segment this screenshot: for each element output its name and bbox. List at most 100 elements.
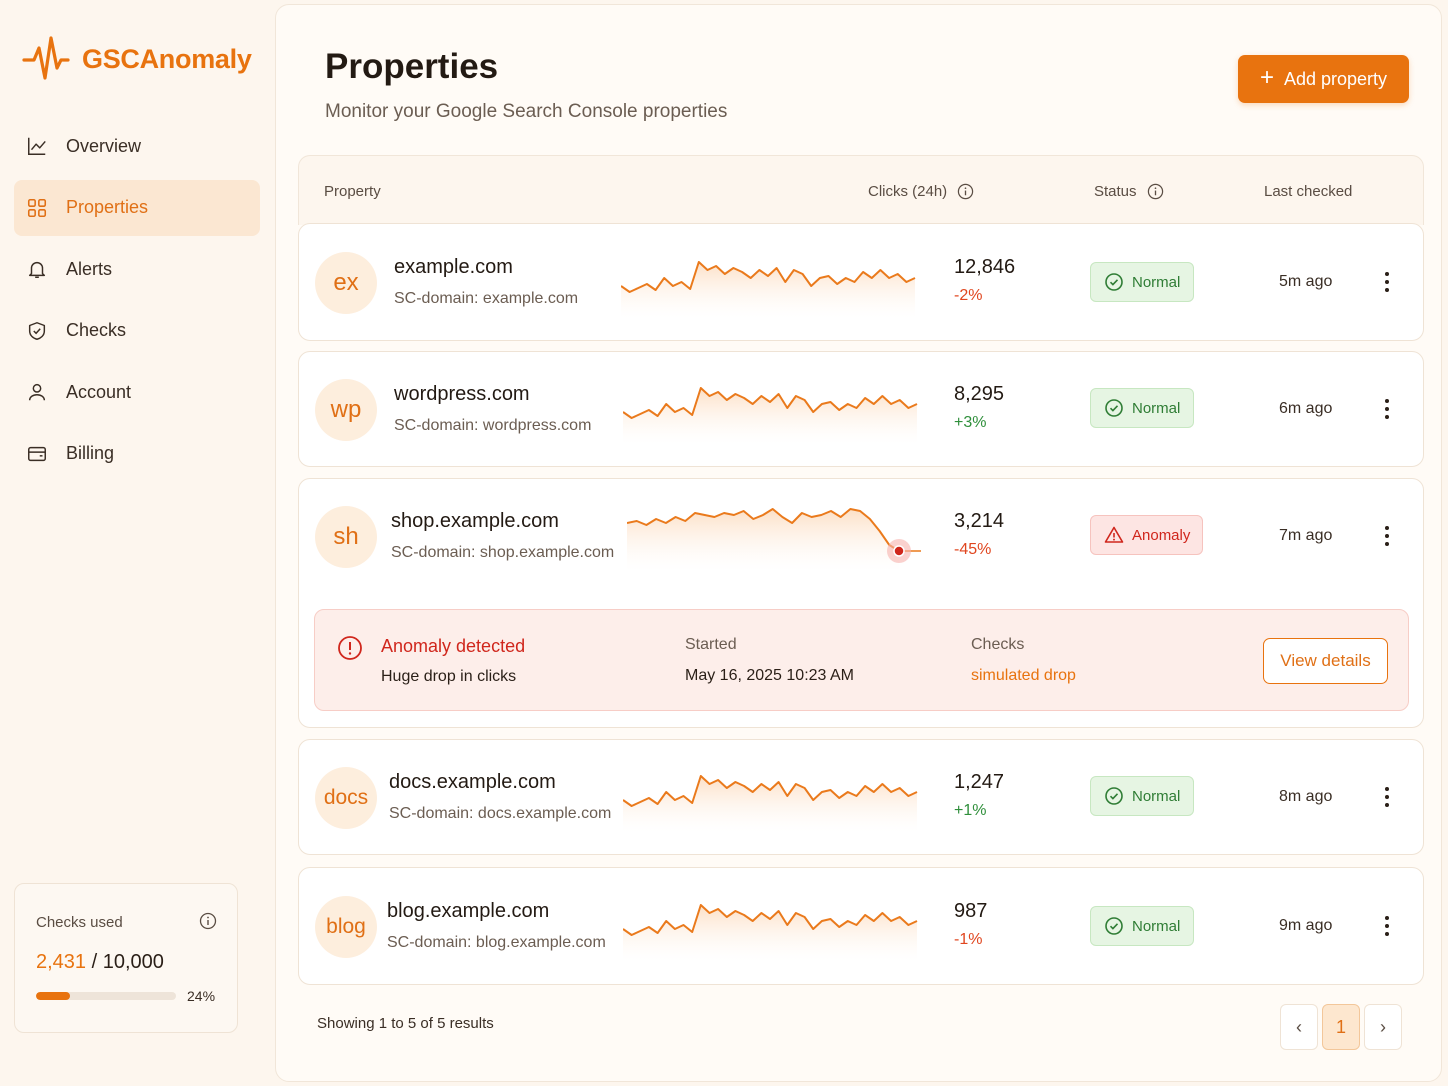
- anomaly-alert-panel: Anomaly detected Huge drop in clicks Sta…: [314, 609, 1409, 711]
- chevron-left-icon[interactable]: ‹: [1280, 1004, 1318, 1050]
- column-label: Property: [324, 183, 381, 200]
- sparkline-area: [621, 262, 915, 318]
- sparkline-line: [621, 261, 916, 293]
- main-panel: Properties Monitor your Google Search Co…: [275, 4, 1442, 1082]
- property-domain: SC-domain: docs.example.com: [389, 805, 612, 822]
- checks-usage-card: Checks used 2,431 / 10,000 24%: [14, 883, 238, 1033]
- check-circle-icon: [1105, 787, 1123, 805]
- clicks-value: 987: [954, 900, 988, 922]
- property-name[interactable]: blog.example.com: [387, 900, 550, 922]
- view-details-button[interactable]: View details: [1263, 638, 1388, 684]
- status-badge: Anomaly: [1090, 515, 1203, 555]
- page-subtitle: Monitor your Google Search Console prope…: [325, 101, 728, 122]
- started-label: Started: [685, 636, 737, 653]
- page-button-current[interactable]: 1: [1322, 1004, 1360, 1050]
- info-icon[interactable]: [199, 912, 217, 930]
- pagination: ‹ 1 ›: [1280, 1004, 1402, 1050]
- add-property-label: Add property: [1283, 68, 1388, 89]
- more-options-icon[interactable]: [1379, 397, 1395, 421]
- sparkline-area: [623, 776, 917, 832]
- app-name: GSCAnomaly: [82, 43, 252, 74]
- column-header-property: Property: [324, 183, 381, 200]
- avatar: sh: [315, 506, 377, 568]
- sidebar-item-checks[interactable]: Checks: [14, 303, 260, 359]
- usage-title: Checks used: [36, 914, 123, 931]
- usage-percent: 24%: [187, 988, 216, 1004]
- sparkline-line: [623, 775, 918, 807]
- sparkline-line: [623, 904, 918, 936]
- sparkline-line: [623, 387, 918, 419]
- sidebar-item-properties[interactable]: Properties: [14, 179, 260, 236]
- last-checked: 5m ago: [1279, 273, 1333, 290]
- sidebar-item-label: Properties: [66, 197, 149, 217]
- status-label: Normal: [1132, 399, 1181, 417]
- property-domain: SC-domain: blog.example.com: [387, 934, 606, 951]
- status-label: Anomaly: [1132, 526, 1191, 544]
- warning-triangle-icon: [1104, 526, 1124, 543]
- checks-value-link[interactable]: simulated drop: [971, 667, 1076, 684]
- column-header-status: Status: [1094, 183, 1164, 200]
- bell-icon: [28, 261, 46, 278]
- property-name[interactable]: example.com: [394, 256, 513, 278]
- table-row-expanded[interactable]: sh shop.example.com SC-domain: shop.exam…: [298, 478, 1424, 728]
- checks-label: Checks: [971, 636, 1025, 653]
- anomaly-title: Anomaly detected: [381, 636, 526, 656]
- last-checked: 7m ago: [1279, 527, 1333, 544]
- info-icon[interactable]: [1147, 183, 1164, 200]
- clicks-delta: -2%: [954, 287, 983, 304]
- status-badge: Normal: [1090, 262, 1194, 302]
- sidebar-item-account[interactable]: Account: [14, 364, 260, 420]
- add-property-button[interactable]: + Add property: [1238, 55, 1409, 103]
- property-name[interactable]: docs.example.com: [389, 771, 556, 793]
- property-name[interactable]: wordpress.com: [394, 383, 530, 405]
- table-row[interactable]: wp wordpress.com SC-domain: wordpress.co…: [298, 351, 1424, 467]
- status-badge: Normal: [1090, 776, 1194, 816]
- chart-line-icon: [28, 137, 46, 155]
- check-circle-icon: [1105, 273, 1123, 291]
- avatar: wp: [315, 379, 377, 441]
- sparkline: [621, 261, 916, 318]
- sidebar-item-overview[interactable]: Overview: [14, 118, 260, 174]
- table-row[interactable]: docs docs.example.com SC-domain: docs.ex…: [298, 739, 1424, 855]
- more-options-icon[interactable]: [1379, 914, 1395, 938]
- table-row[interactable]: blog blog.example.com SC-domain: blog.ex…: [298, 867, 1424, 985]
- last-checked: 9m ago: [1279, 917, 1333, 934]
- results-summary: Showing 1 to 5 of 5 results: [317, 1015, 494, 1032]
- page-title: Properties: [325, 47, 499, 86]
- more-options-icon[interactable]: [1379, 785, 1395, 809]
- chevron-right-icon[interactable]: ›: [1364, 1004, 1402, 1050]
- status-badge: Normal: [1090, 906, 1194, 946]
- started-value: May 16, 2025 10:23 AM: [685, 667, 854, 684]
- sidebar: GSCAnomaly Overview Properties Alerts Ch…: [0, 0, 275, 1086]
- anomaly-point: [893, 545, 905, 557]
- logo[interactable]: GSCAnomaly: [22, 34, 252, 84]
- avatar: docs: [315, 767, 377, 829]
- sidebar-item-alerts[interactable]: Alerts: [14, 241, 260, 297]
- clicks-value: 1,247: [954, 771, 1005, 793]
- wallet-icon: [28, 446, 46, 461]
- sidebar-item-billing[interactable]: Billing: [14, 426, 260, 482]
- check-circle-icon: [1105, 917, 1123, 935]
- usage-total: / 10,000: [86, 951, 164, 973]
- more-options-icon[interactable]: [1379, 524, 1395, 548]
- avatar: blog: [315, 896, 377, 958]
- sparkline: [623, 387, 918, 444]
- info-icon[interactable]: [957, 183, 974, 200]
- sidebar-item-label: Alerts: [66, 258, 113, 279]
- property-domain: SC-domain: wordpress.com: [394, 417, 592, 434]
- table-row[interactable]: ex example.com SC-domain: example.com 12…: [298, 223, 1424, 341]
- usage-progress-bar: [36, 992, 176, 1000]
- alert-circle-icon: [338, 636, 362, 660]
- sparkline: [627, 508, 921, 571]
- clicks-value: 3,214: [954, 510, 1005, 532]
- column-label: Status: [1094, 183, 1137, 200]
- clicks-delta: -1%: [954, 931, 983, 948]
- sparkline-area: [623, 388, 917, 444]
- column-label: Clicks (24h): [868, 183, 948, 200]
- sparkline-area: [627, 509, 899, 571]
- usage-used: 2,431: [36, 951, 87, 973]
- status-label: Normal: [1132, 273, 1181, 291]
- property-name[interactable]: shop.example.com: [391, 510, 559, 532]
- more-options-icon[interactable]: [1379, 270, 1395, 294]
- properties-table: Property Clicks (24h) Status Last checke…: [298, 155, 1424, 987]
